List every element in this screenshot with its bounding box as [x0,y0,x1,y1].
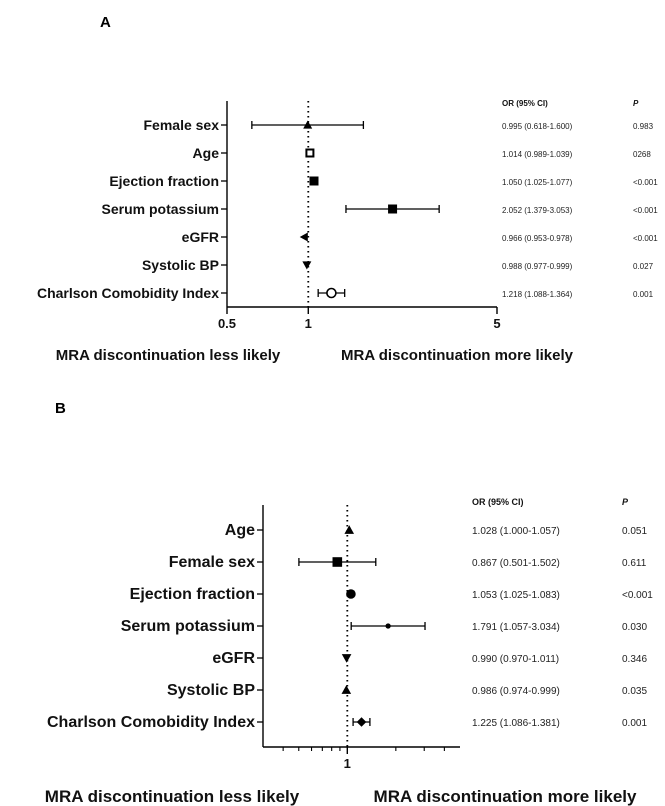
row-label: Serum potassium [121,618,255,635]
right-direction-label: MRA discontinuation more likely [341,347,574,364]
row-label: Charlson Comobidity Index [37,285,219,301]
p-value-cell: 0.346 [622,654,647,665]
left-direction-label: MRA discontinuation less likely [56,347,281,364]
x-tick-label: 5 [493,316,500,331]
row-label: Age [193,145,220,161]
or-point [303,120,313,129]
x-tick-label: 1 [344,756,351,771]
row-label: Charlson Comobidity Index [47,714,255,731]
or-point [305,148,315,158]
or-ci-cell: 1.791 (1.057-3.034) [472,622,560,633]
or-point [388,204,398,214]
x-tick-label: 1 [305,316,312,331]
row-label: Age [225,522,255,539]
column-header-p: P [633,99,639,108]
row-label: Systolic BP [167,682,255,699]
column-header-p: P [622,497,629,507]
or-point [332,557,343,567]
or-ci-cell: 1.028 (1.000-1.057) [472,526,560,537]
or-point [344,525,355,534]
or-ci-cell: 1.225 (1.086-1.381) [472,718,560,729]
or-ci-cell: 0.988 (0.977-0.999) [502,262,573,271]
row-label: Female sex [144,117,220,133]
or-ci-cell: 1.218 (1.088-1.364) [502,290,573,299]
or-ci-cell: 0.990 (0.970-1.011) [472,654,559,665]
row-label: Serum potassium [102,201,219,217]
p-value-cell: 0.001 [633,290,654,299]
or-point [302,261,312,270]
row-label: eGFR [212,650,255,667]
or-point [385,623,391,629]
or-ci-cell: 2.052 (1.379-3.053) [502,206,573,215]
p-value-cell: 0.027 [633,262,654,271]
row-label: Ejection fraction [109,173,219,189]
column-header-or: OR (95% CI) [472,497,524,507]
or-ci-cell: 0.966 (0.953-0.978) [502,234,573,243]
p-value-cell: 0.030 [622,622,647,633]
or-ci-cell: 1.053 (1.025-1.083) [472,590,560,601]
p-value-cell: 0.001 [622,718,647,729]
column-header-or: OR (95% CI) [502,99,548,108]
or-ci-cell: 0.867 (0.501-1.502) [472,558,560,569]
p-value-cell: <0.001 [633,178,658,187]
panel-label: B [55,400,66,417]
row-label: eGFR [182,229,219,245]
or-ci-cell: 0.995 (0.618-1.600) [502,122,573,131]
p-value-cell: <0.001 [633,206,658,215]
or-point [326,287,337,299]
p-value-cell: <0.001 [622,590,653,601]
row-label: Female sex [169,554,255,571]
p-value-cell: 0268 [633,150,651,159]
left-direction-label: MRA discontinuation less likely [45,787,300,806]
p-value-cell: 0.051 [622,526,647,537]
p-value-cell: 0.035 [622,686,647,697]
or-point [341,654,352,663]
p-value-cell: <0.001 [633,234,658,243]
right-direction-label: MRA discontinuation more likely [374,787,637,806]
row-label: Ejection fraction [130,586,255,603]
p-value-cell: 0.611 [622,558,647,569]
or-point [346,589,356,599]
or-point [356,717,367,727]
or-point [299,232,308,242]
p-value-cell: 0.983 [633,122,654,131]
or-point [341,685,352,694]
or-ci-cell: 0.986 (0.974-0.999) [472,686,560,697]
panel-label: A [100,14,111,31]
or-ci-cell: 1.050 (1.025-1.077) [502,178,573,187]
x-tick-label: 0.5 [218,316,236,331]
or-ci-cell: 1.014 (0.989-1.039) [502,150,573,159]
row-label: Systolic BP [142,257,219,273]
or-point [309,176,319,186]
